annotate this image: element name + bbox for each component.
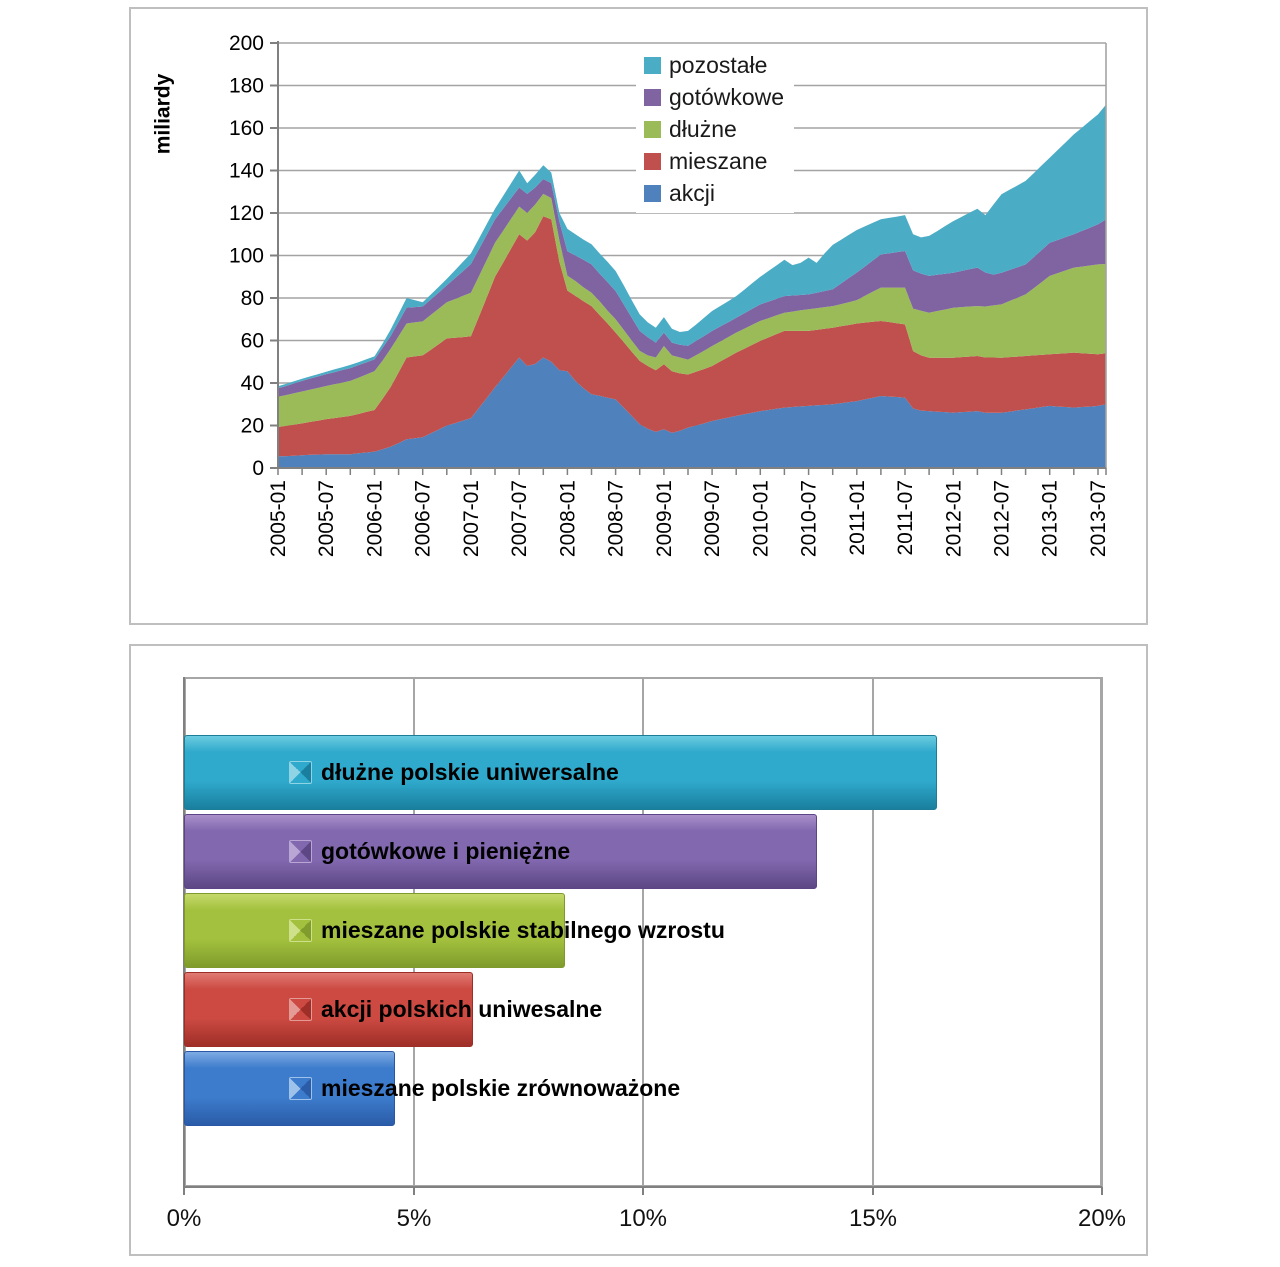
area-series-0: [278, 357, 1106, 468]
bar-label-text: gotówkowe i pieniężne: [321, 838, 571, 864]
legend-swatch-icon: [644, 88, 661, 106]
x-tick-label-2011-01: 2011-01: [846, 480, 869, 556]
x-tick-label-2005-01: 2005-01: [267, 480, 290, 557]
stacked-area-plot: 0 20 40 60 80 100 120 140 160 180 200 2005-01 2005-0…: [131, 9, 1146, 623]
bar-marker-icon: [289, 761, 312, 784]
x-tick-label-2005-07: 2005-07: [315, 480, 338, 557]
area-series-3: [278, 179, 1106, 397]
x-tick-label-2013-07: 2013-07: [1087, 480, 1110, 557]
x-tick-label-2009-07: 2009-07: [701, 480, 724, 557]
y-tick-label-60: 60: [241, 330, 264, 353]
legend-item-pozostałe: pozostałe: [644, 49, 784, 81]
bar-label-row: mieszane polskie zrównoważone: [289, 1051, 680, 1126]
x-tick-10%: [642, 1187, 644, 1195]
gridline-x-15: [872, 677, 874, 1187]
bar-label-row: akcji polskich uniwesalne: [289, 972, 602, 1047]
horizontal-bar-chart-figure: 0% 5% 10% 15% 20% dłużne polskie uniwersalne g…: [129, 644, 1148, 1256]
area-series-1: [278, 216, 1106, 457]
x-tick-15%: [872, 1187, 874, 1195]
y-tick-label-120: 120: [229, 202, 264, 225]
legend-item-gotówkowe: gotówkowe: [644, 81, 784, 113]
x-tick-label-2006-07: 2006-07: [412, 480, 435, 557]
bar-marker-icon: [289, 840, 312, 863]
x-tick-label-10%: 10%: [618, 1205, 668, 1232]
bar-marker-icon: [289, 1077, 312, 1100]
bar-label-row: dłużne polskie uniwersalne: [289, 735, 619, 810]
x-tick-label-2012-07: 2012-07: [991, 480, 1014, 557]
bar-label-text: mieszane polskie zrównoważone: [321, 1075, 681, 1101]
x-tick-label-15%: 15%: [848, 1205, 898, 1232]
bar-mieszane polskie stabilnego wzrostu: [184, 893, 565, 968]
x-tick-label-5%: 5%: [396, 1205, 432, 1232]
gridline-x-20: [1101, 677, 1103, 1187]
legend-swatch-icon: [644, 120, 661, 138]
x-tick-label-2008-07: 2008-07: [605, 480, 628, 557]
legend-label: gotówkowe: [669, 83, 785, 110]
bar-plot: 0% 5% 10% 15% 20% dłużne polskie uniwersalne g…: [131, 646, 1146, 1254]
y-tick-label-180: 180: [229, 75, 264, 98]
x-tick-20%: [1101, 1187, 1103, 1195]
stacked-area-chart-figure: miliardy 0 20 40 60 80 100 120 140 160 180 200 2005…: [129, 7, 1148, 625]
bar-label-row: gotówkowe i pieniężne: [289, 814, 570, 889]
x-tick-5%: [413, 1187, 415, 1195]
bar-label-text: akcji polskich uniwesalne: [321, 996, 603, 1022]
x-tick-label-2007-07: 2007-07: [508, 480, 531, 557]
y-tick-label-80: 80: [241, 287, 264, 310]
legend-label: pozostałe: [669, 51, 768, 78]
legend-label: dłużne: [669, 115, 737, 142]
x-tick-label-2006-01: 2006-01: [364, 480, 387, 557]
area-chart-svg: 0 20 40 60 80 100 120 140 160 180 200 2005-01 2005-0…: [229, 32, 1110, 557]
x-tick-label-2013-01: 2013-01: [1039, 480, 1062, 557]
y-tick-label-140: 140: [229, 160, 264, 183]
y-tick-label-40: 40: [241, 372, 264, 395]
area-series-2: [278, 193, 1106, 427]
legend-swatch-icon: [644, 56, 661, 74]
x-tick-label-2010-01: 2010-01: [749, 480, 772, 557]
x-tick-label-2010-07: 2010-07: [798, 480, 821, 557]
y-tick-label-200: 200: [229, 32, 264, 55]
x-tick-0%: [183, 1187, 185, 1195]
bar-label-text: mieszane polskie stabilnego wzrostu: [321, 917, 725, 943]
chart-legend: pozostałe gotówkowe dłużne mieszane akcji: [636, 45, 795, 213]
y-tick-label-0: 0: [252, 457, 264, 480]
x-tick-label-2011-07: 2011-07: [894, 480, 917, 556]
bar-label-row: mieszane polskie stabilnego wzrostu: [289, 893, 725, 968]
y-tick-label-100: 100: [229, 245, 264, 268]
x-tick-label-2009-01: 2009-01: [653, 480, 676, 557]
legend-item-mieszane: mieszane: [644, 145, 784, 177]
legend-label: mieszane: [669, 147, 768, 174]
bar-label-text: dłużne polskie uniwersalne: [321, 759, 619, 785]
gridline-x-10: [642, 677, 644, 1187]
bar-marker-icon: [289, 919, 312, 942]
bar-marker-icon: [289, 998, 312, 1021]
bar-akcji polskich uniwesalne: [184, 972, 473, 1047]
y-tick-label-20: 20: [241, 415, 264, 438]
x-tick-label-2012-01: 2012-01: [942, 480, 965, 557]
x-tick-label-0%: 0%: [166, 1205, 202, 1232]
legend-item-dłużne: dłużne: [644, 113, 784, 145]
legend-swatch-icon: [644, 184, 661, 202]
legend-swatch-icon: [644, 152, 661, 170]
area-series-4: [278, 104, 1106, 389]
y-tick-label-160: 160: [229, 117, 264, 140]
x-tick-label-2008-01: 2008-01: [556, 480, 579, 557]
legend-item-akcji: akcji: [644, 177, 784, 209]
x-tick-label-2007-01: 2007-01: [460, 480, 483, 557]
x-tick-label-20%: 20%: [1077, 1205, 1127, 1232]
legend-label: akcji: [669, 179, 716, 206]
